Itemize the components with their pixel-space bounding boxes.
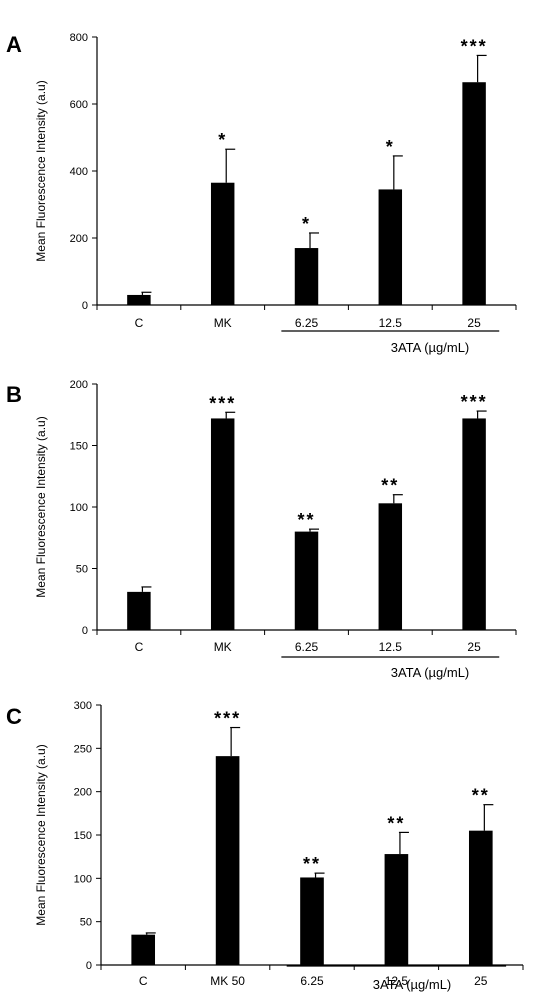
y-tick-label: 150	[74, 830, 92, 842]
significance-stars: ***	[214, 709, 241, 729]
bar-6-25	[300, 877, 324, 965]
y-axis-label: Mean Fluorescence Intensity (a.u)	[34, 416, 48, 597]
bar-6-25	[294, 531, 319, 630]
x-tick-label: 25	[467, 640, 481, 654]
bar-6-25	[294, 248, 319, 305]
y-tick-label: 400	[70, 166, 88, 178]
chart-panel-b: B 0 50 100 150 200 C *** MK ** 6.25 ** 12.5 *** 25 3ATA…	[6, 379, 517, 680]
bar-25	[468, 830, 493, 965]
x-tick-label: 25	[467, 316, 481, 330]
x-tick-label: 12.5	[385, 974, 409, 988]
bar-mk-50	[215, 756, 240, 965]
y-tick-label: 50	[76, 564, 88, 576]
significance-stars: **	[381, 476, 399, 496]
panel-label: A	[6, 32, 22, 57]
y-tick-label: 150	[70, 441, 88, 453]
y-tick-label: 200	[70, 379, 88, 391]
y-tick-label: 50	[80, 917, 92, 929]
x-tick-label: 12.5	[379, 640, 403, 654]
significance-stars: ***	[461, 36, 488, 56]
significance-stars: *	[218, 130, 227, 150]
y-tick-label: 100	[74, 873, 92, 885]
significance-stars: *	[386, 137, 395, 157]
bar-mk	[210, 182, 235, 305]
bar-c	[131, 934, 156, 965]
bar-mk	[210, 418, 235, 630]
significance-stars: **	[387, 813, 405, 833]
y-tick-label: 100	[70, 502, 88, 514]
significance-stars: **	[297, 510, 315, 530]
panel-label: B	[6, 382, 22, 407]
panel-label: C	[6, 704, 22, 729]
y-tick-label: 250	[74, 743, 92, 755]
bar-25	[462, 418, 486, 630]
bar-12-5	[384, 854, 409, 965]
significance-stars: *	[302, 214, 311, 234]
x-tick-label: C	[139, 974, 148, 988]
x-tick-label: MK 50	[210, 974, 245, 988]
y-tick-label: 200	[74, 787, 92, 799]
bar-c	[127, 294, 151, 305]
chart-panel-c: C 0 50 100 150 200 250 300 C *** MK 50 ** 6.25 ** 12.5…	[6, 700, 524, 992]
x-axis-label: 3ATA (µg/mL)	[391, 340, 470, 355]
x-tick-label: C	[135, 316, 144, 330]
y-tick-label: 0	[86, 960, 92, 972]
y-tick-label: 0	[82, 625, 88, 637]
chart-panel-a: A 0 200 400 600 800 C * MK * 6.25 * 12.5 *** 25 3ATA (µ…	[6, 32, 517, 355]
y-tick-label: 200	[70, 233, 88, 245]
significance-stars: **	[303, 854, 321, 874]
x-tick-label: C	[135, 640, 144, 654]
bar-c	[127, 591, 151, 630]
bar-25	[462, 82, 486, 305]
y-axis-label: Mean Fluorescence Intensity (a.u)	[34, 80, 48, 261]
bar-12-5	[378, 503, 403, 630]
x-tick-label: 6.25	[295, 640, 319, 654]
significance-stars: ***	[461, 392, 488, 412]
significance-stars: ***	[209, 393, 236, 413]
y-tick-label: 0	[82, 300, 88, 312]
y-tick-label: 800	[70, 32, 88, 44]
x-tick-label: 6.25	[295, 316, 319, 330]
x-tick-label: MK	[214, 640, 232, 654]
x-tick-label: 25	[474, 974, 488, 988]
significance-stars: **	[472, 786, 490, 806]
x-axis-label: 3ATA (µg/mL)	[373, 977, 452, 992]
x-axis-label: 3ATA (µg/mL)	[391, 665, 470, 680]
y-axis-label: Mean Fluorescence Intensity (a.u)	[34, 744, 48, 925]
y-tick-label: 300	[74, 700, 92, 712]
bar-12-5	[378, 189, 403, 305]
y-tick-label: 600	[70, 99, 88, 111]
x-tick-label: 6.25	[300, 974, 324, 988]
x-tick-label: MK	[214, 316, 232, 330]
x-tick-label: 12.5	[379, 316, 403, 330]
